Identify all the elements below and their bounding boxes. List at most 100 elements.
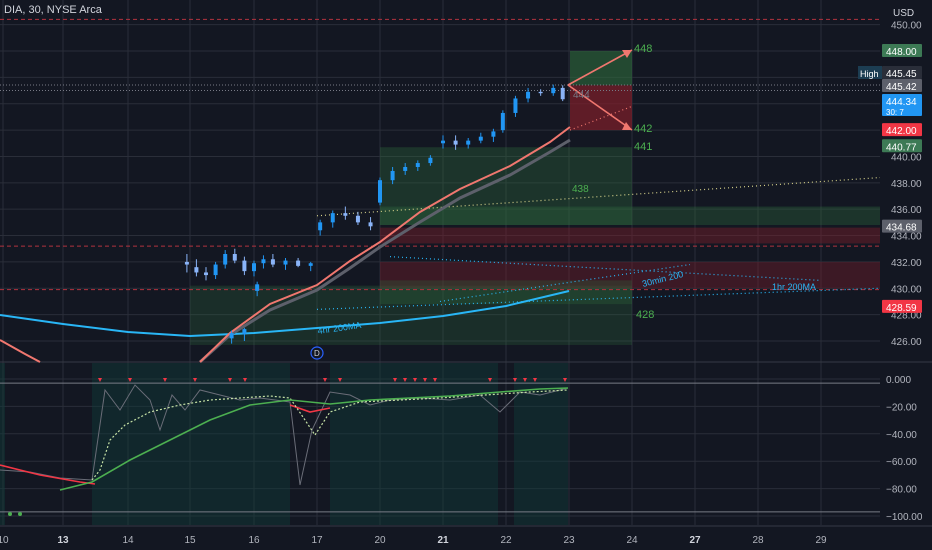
arrow-up-line <box>567 49 633 86</box>
osc-signal-sell <box>323 378 327 382</box>
target-box-up <box>570 51 632 86</box>
candle-body <box>318 222 323 231</box>
candle-body <box>343 213 348 216</box>
osc-tick-label: −80.00 <box>886 485 917 496</box>
candle-body <box>223 254 228 265</box>
candle-body <box>513 98 518 113</box>
label-level-438: 438 <box>572 184 589 195</box>
ma-200-blue <box>0 290 570 338</box>
candle-body <box>378 180 382 203</box>
label-target-442: 442 <box>634 123 652 135</box>
price-tick-label: 430.00 <box>891 284 922 295</box>
candle-body <box>355 215 360 223</box>
osc-signal-buy <box>18 512 22 516</box>
currency-label: USD <box>893 8 914 19</box>
osc-zone-2 <box>330 363 498 525</box>
price-badge-label: 448.00 <box>886 47 917 58</box>
candle-body <box>500 112 505 131</box>
label-444: 444 <box>573 90 590 101</box>
osc-zone-1 <box>92 363 290 525</box>
arrow-down-line <box>567 84 633 131</box>
time-tick-label: 20 <box>374 535 386 546</box>
time-tick-label: 22 <box>500 535 512 546</box>
osc-signal-sell <box>533 378 537 382</box>
price-tick-label: 436.00 <box>891 205 922 216</box>
green-zone-band <box>380 206 880 225</box>
arrow-down-head <box>622 122 632 130</box>
symbol-title[interactable]: DIA, 30, NYSE Arca <box>4 4 102 16</box>
candle-body <box>441 140 445 144</box>
osc-signal-sell <box>228 378 232 382</box>
price-tick-label: 440.00 <box>891 152 922 163</box>
osc-signal-sell <box>513 378 517 382</box>
price-badge-sub: 30: 7 <box>886 108 904 117</box>
candle-body <box>560 87 565 100</box>
price-badge-label: 442.00 <box>886 126 917 137</box>
candle-body <box>184 261 189 265</box>
price-tick-label: 434.00 <box>891 232 922 243</box>
time-tick-label: 14 <box>122 535 134 546</box>
osc-line-red <box>0 464 96 485</box>
price-badge-label: 445.42 <box>886 82 917 93</box>
osc-line-gray <box>0 384 569 486</box>
osc-tick-label: −60.00 <box>886 457 917 468</box>
osc-signal-sell <box>98 378 102 382</box>
candle-body <box>229 333 234 339</box>
ema-slow-gray <box>198 138 571 364</box>
time-tick-label: 29 <box>815 535 827 546</box>
time-tick-label: 23 <box>563 535 575 546</box>
green-zone-middle <box>380 147 632 225</box>
candle-body <box>538 91 543 94</box>
candle-body <box>551 87 556 94</box>
label-level-428: 428 <box>636 309 654 321</box>
price-tick-label: 428.00 <box>891 311 922 322</box>
time-tick-label: 28 <box>752 535 764 546</box>
candle-body <box>403 167 408 171</box>
label-level-441: 441 <box>634 141 652 153</box>
candle-body <box>242 260 247 272</box>
price-tick-label: 450.00 <box>891 21 922 32</box>
time-tick-label: 13 <box>57 535 69 546</box>
candle-body <box>428 157 433 164</box>
osc-tick-label: 0.000 <box>886 375 911 386</box>
osc-signal-sell <box>193 378 197 382</box>
time-tick-label: 21 <box>437 535 449 546</box>
price-tick-label: 432.00 <box>891 258 922 269</box>
candle-body <box>204 272 208 276</box>
candle-body <box>368 222 373 227</box>
time-tick-label: 27 <box>689 535 701 546</box>
price-badge <box>882 94 922 116</box>
osc-signal-sell <box>433 378 437 382</box>
candle-body <box>261 259 266 264</box>
osc-line-green <box>59 387 569 491</box>
osc-line-light-green <box>91 389 569 481</box>
candle-body <box>308 263 313 266</box>
candle-body <box>453 140 458 145</box>
high-badge <box>858 66 882 79</box>
price-badge-label: 434.68 <box>886 223 917 234</box>
osc-tick-label: −20.00 <box>886 402 917 413</box>
time-tick-label: 17 <box>311 535 323 546</box>
osc-tick-label: −40.00 <box>886 430 917 441</box>
price-badge-label: 428.59 <box>886 303 917 314</box>
time-tick-label: 15 <box>184 535 196 546</box>
event-badge[interactable] <box>310 346 324 360</box>
osc-line-red-2 <box>289 404 331 413</box>
candle-body <box>270 259 275 265</box>
osc-signal-sell <box>338 378 342 382</box>
label-target-448: 448 <box>634 43 652 55</box>
candle-body <box>296 260 301 266</box>
osc-zone-3 <box>514 363 568 525</box>
price-tick-label: 426.00 <box>891 337 922 348</box>
candle-body <box>478 136 483 141</box>
ema-fast-red <box>199 126 571 363</box>
candle-body <box>255 284 260 291</box>
price-badge-label: 440.77 <box>886 142 917 153</box>
candle-body <box>466 140 471 145</box>
time-tick-label: 10 <box>0 535 9 546</box>
price-badge <box>882 299 922 313</box>
osc-signal-sell <box>423 378 427 382</box>
arrow-up-head <box>622 50 632 58</box>
